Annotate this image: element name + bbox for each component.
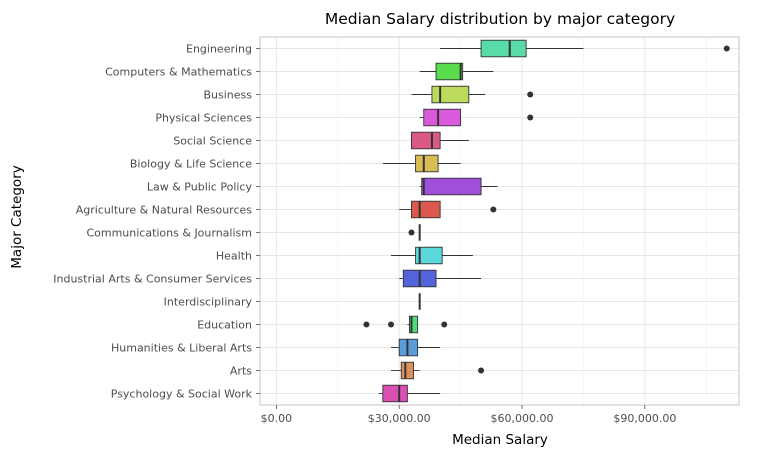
plot-panel: Engineering Computers & Mathematics Busine…	[53, 36, 740, 425]
outlier-point	[478, 367, 485, 374]
x-axis-title: Median Salary	[452, 432, 548, 448]
y-tick-label: Social Science	[173, 135, 252, 148]
y-tick-label: Arts	[230, 365, 252, 378]
y-tick-label: Computers & Mathematics	[105, 66, 252, 79]
box	[415, 246, 443, 265]
box	[415, 154, 439, 173]
chart-title: Median Salary distribution by major cate…	[325, 10, 675, 28]
box	[382, 384, 408, 403]
y-tick-label: Interdisciplinary	[164, 296, 253, 309]
box	[431, 85, 470, 104]
panel-border	[259, 36, 740, 406]
y-tick-label: Agriculture & Natural Resources	[76, 204, 253, 217]
y-tick-label: Biology & Life Science	[130, 158, 252, 171]
x-tick-label: $30,000.00	[368, 412, 431, 425]
box	[400, 361, 414, 380]
x-tick-label: $60,000.00	[491, 412, 554, 425]
outlier-point	[723, 45, 730, 52]
outlier-point	[490, 206, 497, 213]
y-tick-label: Psychology & Social Work	[111, 388, 253, 401]
outlier-point	[408, 229, 415, 236]
outlier-point	[527, 114, 534, 121]
y-tick-label: Business	[203, 89, 252, 102]
y-tick-label: Industrial Arts & Consumer Services	[53, 273, 252, 286]
box	[398, 338, 419, 357]
box	[423, 108, 462, 127]
x-tick-label: $90,000.00	[613, 412, 676, 425]
box	[411, 200, 441, 219]
outlier-point	[388, 321, 395, 328]
y-tick-label: Health	[216, 250, 252, 263]
box	[408, 315, 419, 334]
box	[411, 131, 441, 150]
x-tick-label: $0.00	[261, 412, 293, 425]
box	[480, 39, 527, 58]
outlier-point	[441, 321, 448, 328]
y-axis-title: Major Category	[9, 165, 25, 268]
y-tick-label: Law & Public Policy	[147, 181, 253, 194]
outlier-point	[363, 321, 370, 328]
box	[435, 62, 464, 81]
y-tick-label: Engineering	[186, 43, 252, 56]
box	[421, 177, 482, 196]
y-tick-label: Education	[197, 319, 252, 332]
outlier-point	[527, 91, 534, 98]
y-tick-label: Communications & Journalism	[86, 227, 252, 240]
y-tick-label: Physical Sciences	[155, 112, 252, 125]
y-tick-label: Humanities & Liberal Arts	[111, 342, 252, 355]
